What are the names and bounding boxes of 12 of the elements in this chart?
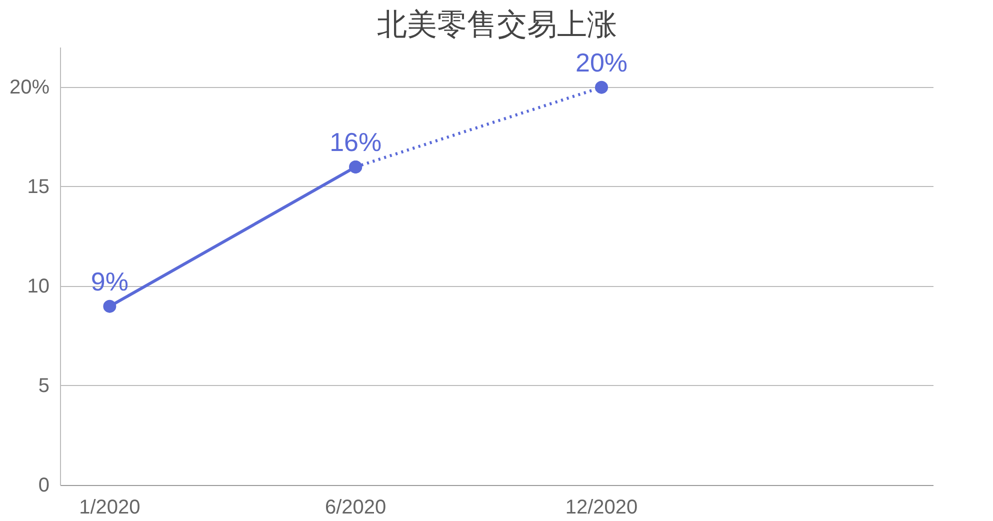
chart-title: 北美零售交易上涨: [377, 8, 617, 42]
x-tick-label: 12/2020: [565, 496, 638, 518]
y-tick-label: 10: [27, 275, 50, 298]
data-label: 9%: [90, 266, 128, 296]
data-label: 20%: [575, 47, 628, 78]
data-label: 16%: [330, 126, 382, 157]
y-tick-label: 20%: [9, 76, 50, 98]
y-tick-label: 5: [38, 374, 50, 397]
y-tick-label: 0: [38, 474, 50, 496]
y-tick-label: 15: [27, 176, 50, 198]
x-tick-label: 6/2020: [325, 496, 386, 518]
x-tick-label: 1/2020: [79, 496, 140, 518]
